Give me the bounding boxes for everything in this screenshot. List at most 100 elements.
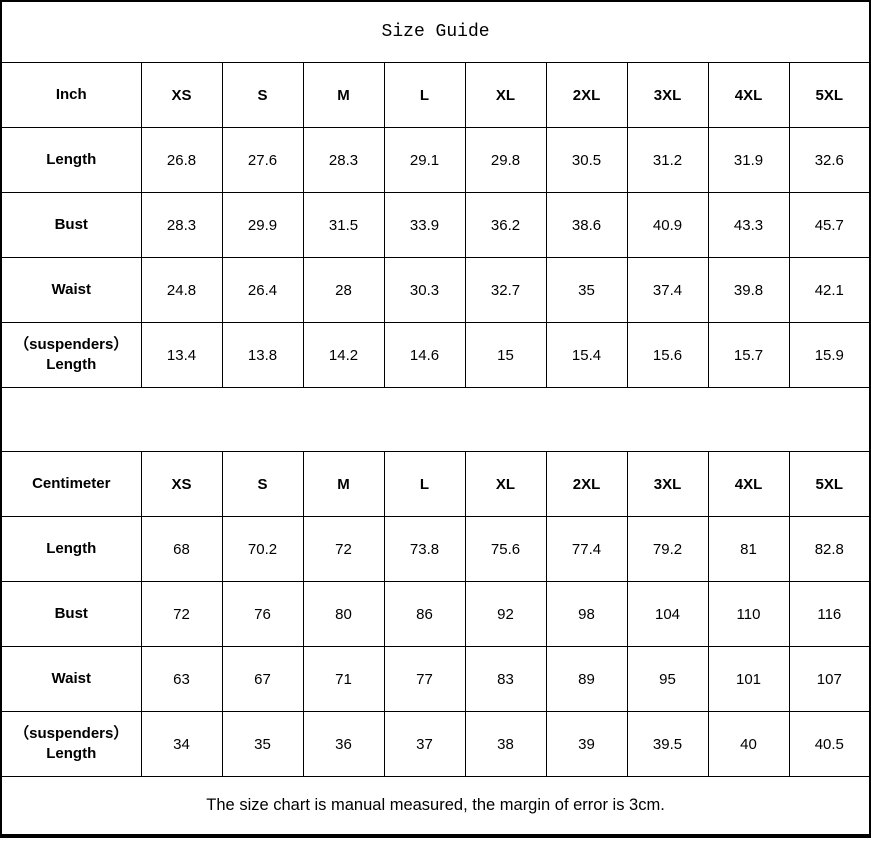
row-label: （suspenders） Length (0, 711, 142, 777)
size-value-cell: 15.9 (788, 322, 871, 388)
size-value-cell: 15.6 (626, 322, 709, 388)
row-label: （suspenders） Length (0, 322, 142, 388)
size-header-xl: XL (464, 62, 547, 128)
unit-header-inch: Inch (0, 62, 142, 128)
size-value-cell: 107 (788, 646, 871, 712)
size-value-cell: 101 (707, 646, 790, 712)
size-value-cell: 82.8 (788, 516, 871, 582)
size-header-2xl: 2XL (545, 62, 628, 128)
size-value-cell: 42.1 (788, 257, 871, 323)
size-value-cell: 116 (788, 581, 871, 647)
size-value-cell: 33.9 (383, 192, 466, 258)
size-value-cell: 40.5 (788, 711, 871, 777)
size-value-cell: 30.3 (383, 257, 466, 323)
size-value-cell: 26.8 (140, 127, 223, 193)
size-value-cell: 83 (464, 646, 547, 712)
size-value-cell: 27.6 (221, 127, 304, 193)
size-value-cell: 28.3 (140, 192, 223, 258)
size-value-cell: 68 (140, 516, 223, 582)
size-header-2xl: 2XL (545, 451, 628, 517)
size-header-4xl: 4XL (707, 62, 790, 128)
size-value-cell: 80 (302, 581, 385, 647)
size-value-cell: 36.2 (464, 192, 547, 258)
size-value-cell: 75.6 (464, 516, 547, 582)
size-value-cell: 29.8 (464, 127, 547, 193)
size-value-cell: 15.7 (707, 322, 790, 388)
size-value-cell: 110 (707, 581, 790, 647)
size-value-cell: 39 (545, 711, 628, 777)
inch-waist-row: Waist 24.8 26.4 28 30.3 32.7 35 37.4 39.… (0, 257, 871, 323)
size-value-cell: 37 (383, 711, 466, 777)
size-value-cell: 32.6 (788, 127, 871, 193)
size-value-cell: 98 (545, 581, 628, 647)
size-header-s: S (221, 451, 304, 517)
size-value-cell: 40.9 (626, 192, 709, 258)
size-header-xl: XL (464, 451, 547, 517)
size-value-cell: 15.4 (545, 322, 628, 388)
size-value-cell: 104 (626, 581, 709, 647)
size-value-cell: 72 (302, 516, 385, 582)
size-value-cell: 34 (140, 711, 223, 777)
size-header-3xl: 3XL (626, 62, 709, 128)
size-value-cell: 45.7 (788, 192, 871, 258)
cm-waist-row: Waist 63 67 71 77 83 89 95 101 107 (0, 646, 871, 712)
size-header-l: L (383, 451, 466, 517)
title-row: Size Guide (0, 0, 871, 63)
size-value-cell: 28 (302, 257, 385, 323)
cm-suspenders-row: （suspenders） Length 34 35 36 37 38 39 39… (0, 711, 871, 777)
size-value-cell: 13.4 (140, 322, 223, 388)
size-header-5xl: 5XL (788, 62, 871, 128)
size-value-cell: 86 (383, 581, 466, 647)
unit-header-centimeter: Centimeter (0, 451, 142, 517)
size-value-cell: 31.9 (707, 127, 790, 193)
row-label: Bust (0, 581, 142, 647)
row-label: Length (0, 127, 142, 193)
size-value-cell: 38.6 (545, 192, 628, 258)
size-value-cell: 79.2 (626, 516, 709, 582)
size-header-m: M (302, 62, 385, 128)
size-value-cell: 31.5 (302, 192, 385, 258)
footer-note: The size chart is manual measured, the m… (0, 776, 871, 837)
size-value-cell: 72 (140, 581, 223, 647)
page-title: Size Guide (0, 0, 871, 63)
size-value-cell: 15 (464, 322, 547, 388)
cm-length-row: Length 68 70.2 72 73.8 75.6 77.4 79.2 81… (0, 516, 871, 582)
size-header-4xl: 4XL (707, 451, 790, 517)
size-value-cell: 28.3 (302, 127, 385, 193)
inch-bust-row: Bust 28.3 29.9 31.5 33.9 36.2 38.6 40.9 … (0, 192, 871, 258)
row-label: Length (0, 516, 142, 582)
size-header-3xl: 3XL (626, 451, 709, 517)
size-value-cell: 77.4 (545, 516, 628, 582)
size-value-cell: 67 (221, 646, 304, 712)
size-value-cell: 95 (626, 646, 709, 712)
size-value-cell: 89 (545, 646, 628, 712)
size-value-cell: 39.8 (707, 257, 790, 323)
size-value-cell: 43.3 (707, 192, 790, 258)
size-header-m: M (302, 451, 385, 517)
size-value-cell: 36 (302, 711, 385, 777)
size-value-cell: 14.6 (383, 322, 466, 388)
size-value-cell: 26.4 (221, 257, 304, 323)
size-header-xs: XS (140, 451, 223, 517)
size-value-cell: 35 (221, 711, 304, 777)
size-value-cell: 81 (707, 516, 790, 582)
size-header-s: S (221, 62, 304, 128)
row-label: Waist (0, 257, 142, 323)
size-header-5xl: 5XL (788, 451, 871, 517)
size-value-cell: 29.9 (221, 192, 304, 258)
size-value-cell: 77 (383, 646, 466, 712)
size-value-cell: 92 (464, 581, 547, 647)
size-value-cell: 30.5 (545, 127, 628, 193)
spacer-row (0, 387, 871, 452)
row-label: Bust (0, 192, 142, 258)
size-value-cell: 13.8 (221, 322, 304, 388)
size-value-cell: 70.2 (221, 516, 304, 582)
size-header-l: L (383, 62, 466, 128)
size-header-xs: XS (140, 62, 223, 128)
spacer-cell (0, 387, 871, 452)
size-value-cell: 32.7 (464, 257, 547, 323)
size-value-cell: 63 (140, 646, 223, 712)
size-value-cell: 40 (707, 711, 790, 777)
